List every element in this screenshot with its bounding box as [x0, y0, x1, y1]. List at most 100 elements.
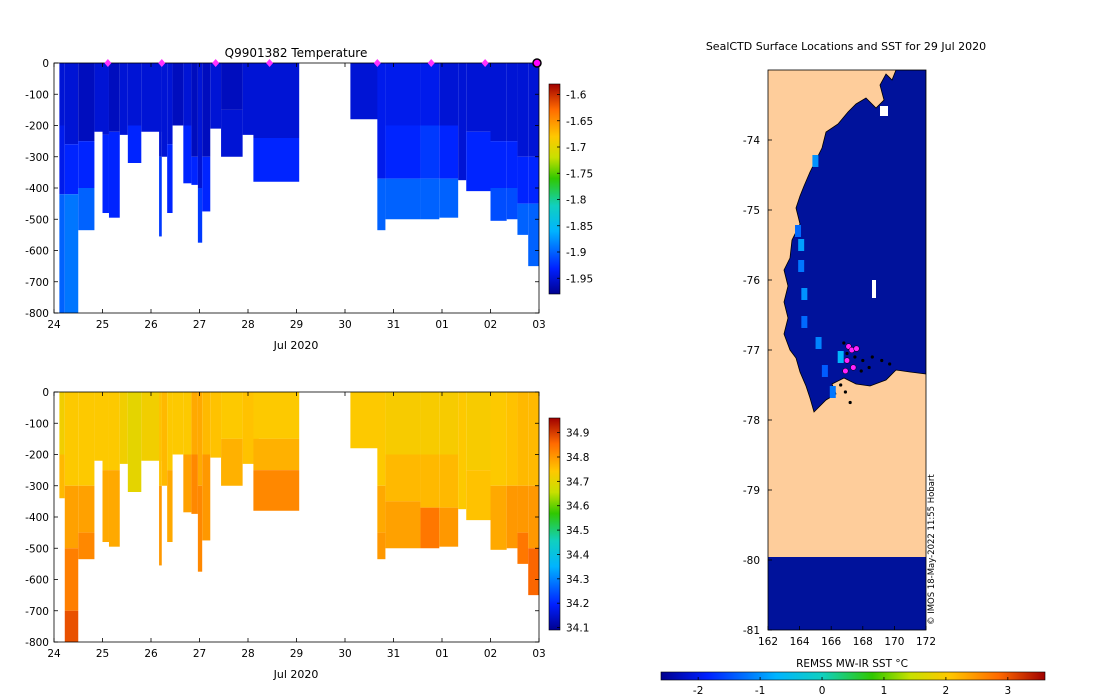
profile-cell: [59, 125, 65, 195]
profile-cell: [528, 156, 539, 204]
profile-cell: [506, 485, 518, 549]
temperature-xlabel: Jul 2020: [273, 339, 319, 352]
lat-tick-label: -79: [743, 485, 760, 497]
profile-cell: [161, 63, 168, 157]
lon-tick-label: 164: [790, 636, 810, 648]
profile-column: [141, 392, 162, 461]
profile-column: [159, 63, 162, 237]
profile-cell: [439, 392, 459, 455]
track-point: [848, 400, 852, 405]
profile-column: [94, 63, 103, 132]
profile-cell: [167, 144, 173, 213]
profile-cell: [102, 470, 109, 543]
profile-cell: [183, 392, 192, 455]
profile-cell: [517, 156, 529, 204]
profile-cell: [458, 392, 467, 510]
profile-column: [577, 63, 593, 151]
profile-cell: [59, 194, 65, 313]
profile-cell: [78, 63, 95, 142]
map-lon-ticks: 162 164 166 168 170 172: [758, 626, 936, 648]
map-credit: © IMOS 18-May-2022 11:55 Hobart: [927, 474, 937, 625]
x-tick-label: 30: [338, 319, 351, 331]
profile-column: [183, 63, 192, 184]
profile-cell: [420, 178, 440, 220]
sst-colorbar-label: REMSS MW-IR SST °C: [796, 658, 908, 670]
map-area: [768, 70, 926, 630]
x-tick-label: 03: [532, 319, 545, 331]
profile-column: [385, 392, 421, 549]
y-tick-label: -200: [25, 121, 49, 133]
profile-marker: [104, 59, 112, 67]
profile-cell: [490, 392, 507, 486]
profile-marker: [373, 59, 381, 67]
track-point: [888, 362, 892, 366]
profile-column: [64, 63, 79, 313]
profile-cell: [78, 188, 95, 231]
profile-cell: [439, 454, 459, 508]
x-tick-label: 01: [435, 319, 448, 331]
profile-column: [377, 63, 386, 231]
colorbar-tick-label: -1.75: [566, 168, 593, 180]
profile-cell: [439, 63, 459, 126]
profile-column: [350, 392, 379, 449]
salinity-profiles: [59, 392, 539, 642]
profile-column: [108, 392, 120, 547]
profile-column: [202, 63, 211, 212]
seal-surface-locations: [842, 343, 860, 375]
profile-column: [466, 392, 491, 521]
profile-column: [506, 63, 518, 220]
profile-column: [59, 63, 65, 313]
profile-column: [161, 392, 168, 486]
colorbar-tick-label: 34.7: [566, 476, 589, 488]
profile-cell: [202, 454, 211, 541]
profile-cell: [210, 392, 222, 458]
profile-column: [161, 63, 168, 157]
profile-cell: [64, 610, 79, 642]
profile-column: [78, 392, 95, 560]
track-point: [861, 358, 865, 363]
profile-column: [119, 63, 128, 135]
profile-column: [253, 63, 300, 182]
profile-cell: [377, 532, 386, 560]
profile-column: [377, 392, 386, 560]
track-point: [859, 369, 863, 373]
y-tick-label: -800: [25, 308, 49, 320]
profile-cell: [439, 178, 459, 218]
profile-cell: [141, 63, 162, 132]
profile-cell: [528, 392, 539, 486]
colorbar-tick-label: -1.85: [566, 221, 593, 233]
profile-cell: [377, 485, 386, 533]
map-lat-ticks: -74 -75 -76 -77 -78 -79 -80 -81: [743, 135, 772, 637]
profile-cell: [78, 485, 95, 533]
profile-cell: [127, 125, 142, 163]
profile-cell: [159, 485, 162, 566]
profile-cell: [253, 470, 300, 511]
profile-cell: [490, 141, 507, 189]
profile-cell: [490, 188, 507, 221]
sst-tick-label: -2: [693, 685, 703, 697]
temperature-y-ticks: 0 -100 -200 -300 -400 -500 -600 -700 -800: [25, 58, 539, 320]
profile-cell: [253, 63, 300, 138]
salinity-xlabel: Jul 2020: [273, 668, 319, 681]
sst-patch: [798, 239, 805, 251]
track-point: [843, 390, 848, 394]
profile-cell: [167, 63, 173, 145]
lon-tick-label: 172: [916, 636, 936, 648]
y-tick-label: -600: [25, 575, 49, 587]
profile-cell: [119, 63, 128, 135]
seal-location: [842, 367, 849, 375]
y-tick-label: -300: [25, 152, 49, 164]
map-title: SealCTD Surface Locations and SST for 29…: [706, 40, 986, 53]
x-tick-label: 29: [290, 648, 303, 660]
profile-cell: [385, 178, 421, 220]
y-tick-label: -500: [25, 214, 49, 226]
profile-cell: [528, 203, 539, 267]
colorbar-tick-label: 34.2: [566, 598, 589, 610]
profile-cell: [420, 125, 440, 179]
profile-cell: [64, 485, 79, 549]
profile-cell: [102, 134, 109, 214]
profile-cell: [221, 109, 243, 157]
sst-patch: [821, 365, 828, 377]
profile-cell: [577, 63, 593, 151]
colorbar-tick-label: -1.7: [566, 142, 587, 154]
